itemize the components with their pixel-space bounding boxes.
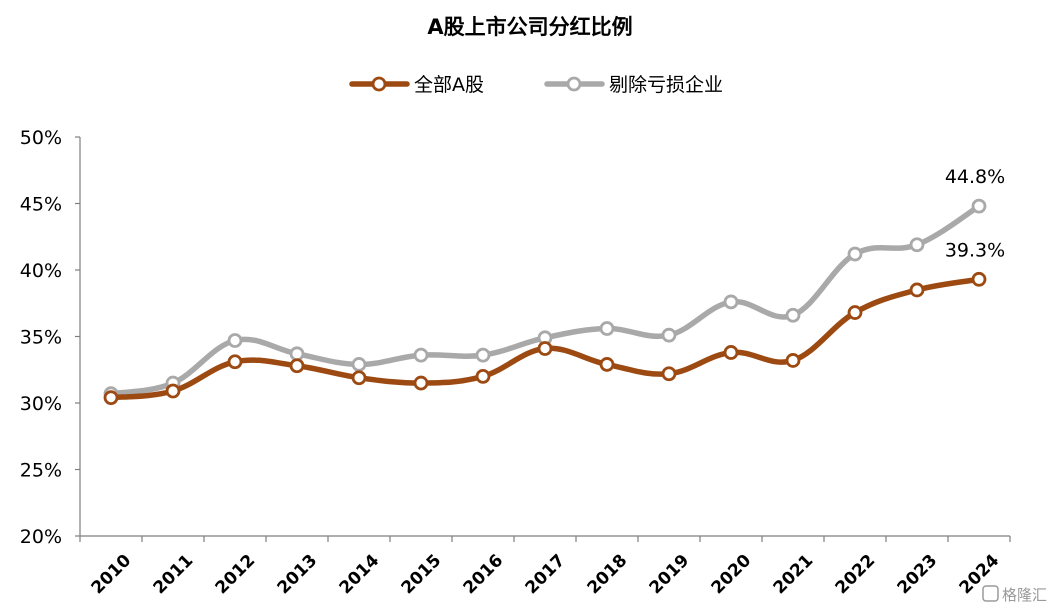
legend-marker	[566, 76, 582, 92]
y-tick-label: 25%	[20, 460, 62, 482]
x-tick-label: 2010	[88, 551, 136, 599]
data-point	[599, 321, 615, 336]
watermark-text: 格隆汇	[1002, 586, 1047, 604]
x-tick-label: 2022	[832, 551, 880, 599]
data-point	[847, 305, 863, 320]
data-point	[475, 368, 491, 384]
data-point	[785, 353, 801, 368]
legend-item: 全部A股	[349, 74, 484, 96]
data-point	[599, 357, 615, 372]
data-point	[661, 366, 677, 382]
watermark-logo-icon	[982, 585, 999, 602]
data-label: 44.8%	[945, 166, 1005, 188]
y-tick-label: 35%	[20, 327, 62, 349]
watermark: 格隆汇	[982, 585, 1047, 604]
x-tick-label: 2011	[150, 551, 198, 599]
data-point	[909, 237, 925, 253]
x-tick-label: 2018	[584, 551, 632, 599]
data-point	[723, 294, 739, 310]
data-point	[227, 354, 243, 370]
series-0	[103, 271, 987, 406]
data-point	[165, 383, 181, 399]
data-point	[413, 375, 429, 391]
data-point	[661, 327, 677, 343]
legend-item: 剔除亏损企业	[544, 74, 723, 96]
legend: 全部A股 剔除亏损企业	[349, 74, 723, 96]
data-point	[351, 370, 367, 386]
y-tick-label: 40%	[20, 260, 62, 282]
data-point	[971, 271, 987, 287]
x-tick-label: 2014	[336, 551, 384, 599]
data-point	[289, 346, 305, 362]
data-point	[227, 333, 243, 348]
x-tick-label: 2012	[212, 551, 260, 599]
x-tick-label: 2023	[894, 551, 942, 599]
data-point	[723, 345, 739, 360]
data-point	[289, 358, 305, 374]
data-point	[909, 282, 925, 298]
data-point	[971, 198, 987, 214]
data-point	[351, 357, 367, 372]
series-layer	[103, 198, 987, 406]
legend-label: 剔除亏损企业	[609, 74, 723, 96]
legend-label: 全部A股	[414, 74, 484, 96]
x-tick-label: 2021	[770, 551, 818, 599]
data-label: 39.3%	[945, 239, 1005, 261]
data-point	[103, 390, 119, 406]
chart-title: A股上市公司分红比例	[427, 15, 632, 39]
y-tick-label: 50%	[20, 127, 62, 149]
data-point	[475, 347, 491, 363]
data-point	[847, 246, 863, 262]
data-point	[537, 341, 553, 356]
x-tick-label: 2013	[274, 551, 322, 599]
y-tick-label: 20%	[20, 526, 62, 548]
legend-marker	[371, 76, 387, 92]
series-1	[103, 198, 987, 402]
x-tick-label: 2024	[956, 551, 1004, 599]
y-tick-label: 45%	[20, 194, 62, 216]
data-point	[413, 347, 429, 363]
x-tick-label: 2020	[708, 551, 756, 599]
data-labels: 44.8% 39.3%	[945, 166, 1005, 261]
x-tick-label: 2019	[646, 551, 694, 599]
x-tick-label: 2017	[522, 551, 570, 599]
y-tick-label: 30%	[20, 393, 62, 415]
x-tick-label: 2016	[460, 551, 508, 599]
x-tick-label: 2015	[398, 551, 446, 599]
data-point	[785, 307, 801, 323]
